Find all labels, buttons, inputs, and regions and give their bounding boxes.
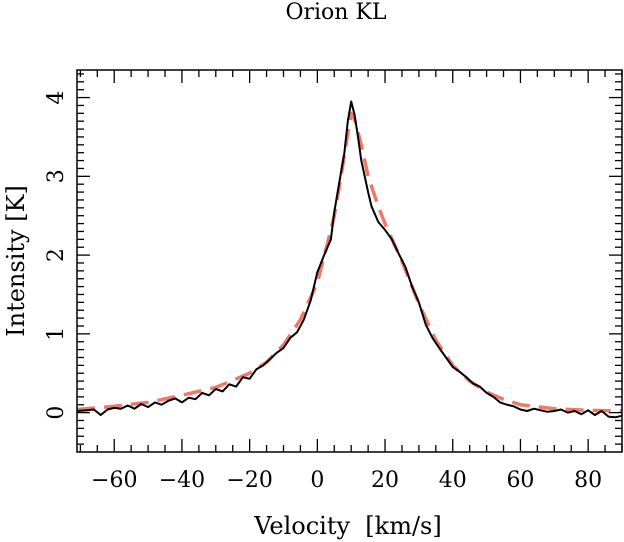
- ticks-layer: [77, 70, 623, 452]
- y-tick-label: 1: [44, 327, 69, 341]
- series-layer: [76, 100, 623, 419]
- x-tick-label: 0: [310, 468, 324, 493]
- series-fit-line: [76, 111, 623, 413]
- plot-frame: [76, 69, 623, 453]
- y-tick-label: 4: [44, 91, 69, 105]
- x-axis-label: Velocity [km/s]: [253, 512, 441, 540]
- x-tick-label: −20: [226, 468, 272, 493]
- y-tick-labels: 0 1 2 3 4: [44, 91, 69, 420]
- y-axis-label: Intensity [K]: [2, 185, 30, 337]
- x-tick-label: 60: [506, 468, 534, 493]
- x-tick-label: 80: [574, 468, 602, 493]
- y-tick-label: 2: [44, 248, 69, 262]
- y-tick-label: 3: [44, 169, 69, 183]
- x-tick-label: −40: [159, 468, 205, 493]
- x-tick-label: 40: [439, 468, 467, 493]
- x-tick-label: −60: [91, 468, 137, 493]
- chart-title: Orion KL: [285, 0, 386, 25]
- x-tick-labels: −60 −40 −20 0 20 40 60 80: [91, 468, 602, 493]
- y-tick-label: 0: [44, 406, 69, 420]
- x-tick-label: 20: [371, 468, 399, 493]
- series-spectrum-line: [76, 100, 623, 419]
